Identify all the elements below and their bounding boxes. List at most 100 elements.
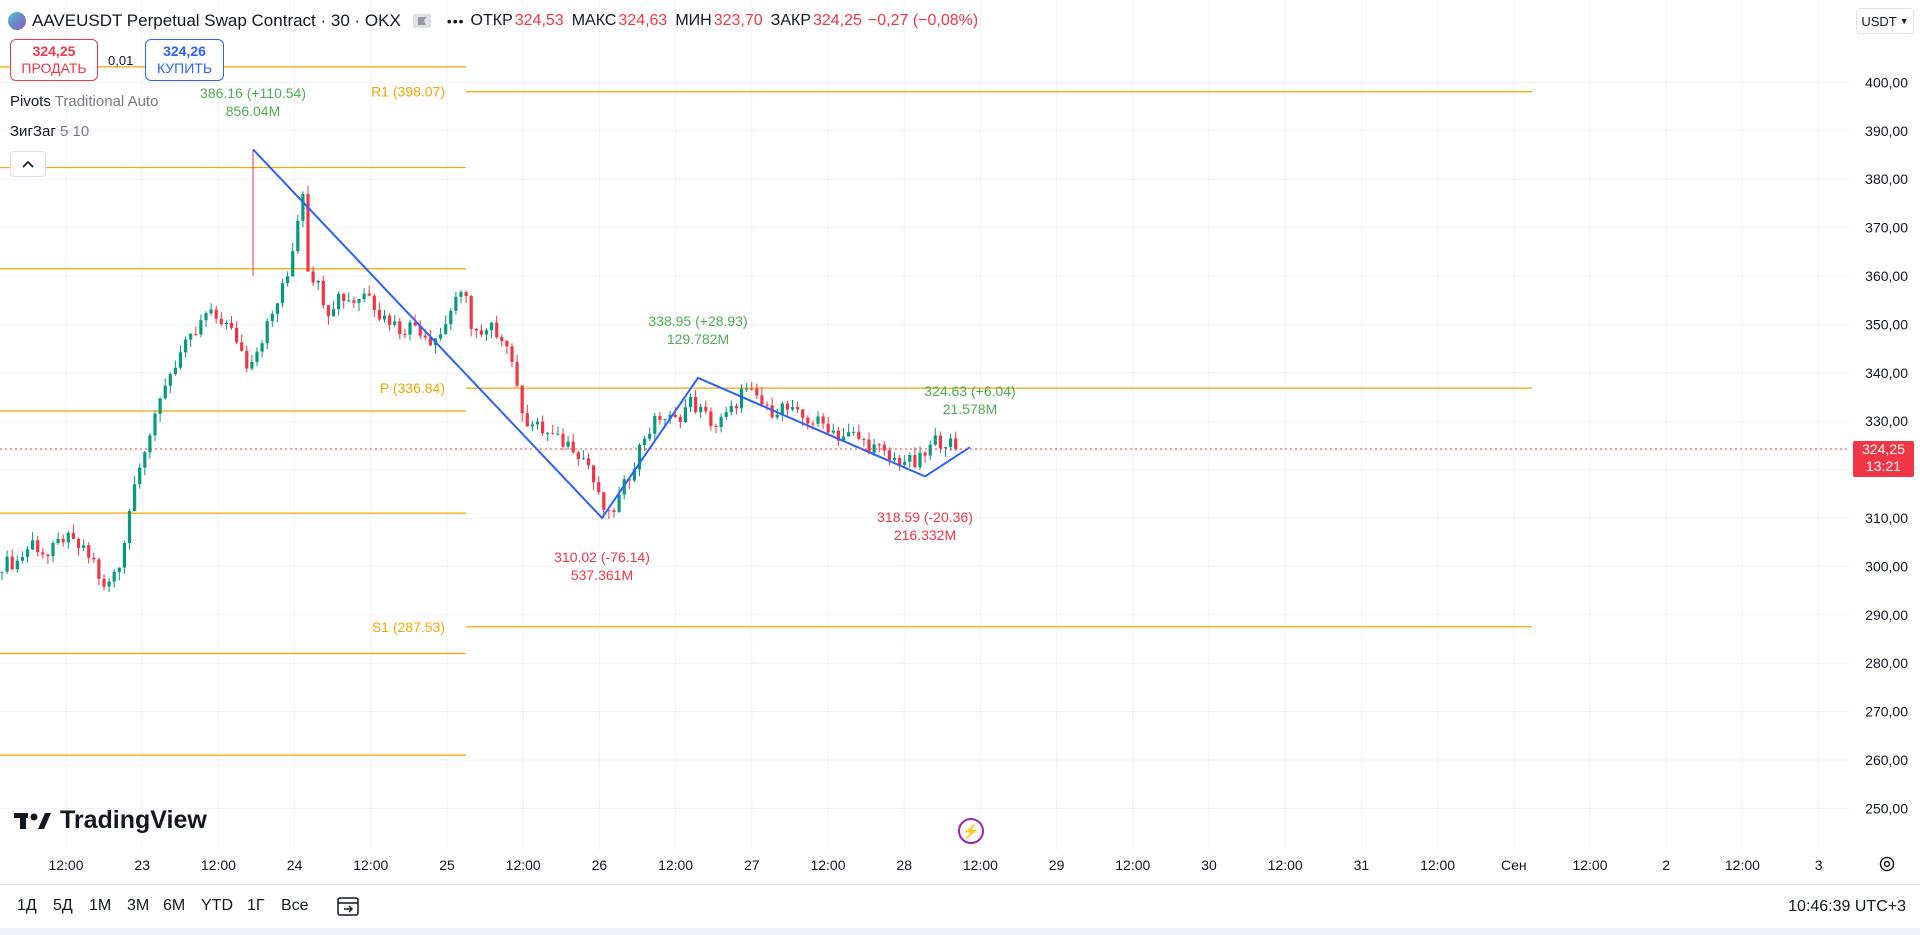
candle-body: [949, 438, 953, 448]
utc-clock[interactable]: 10:46:39 UTC+3: [1788, 898, 1906, 915]
price-chart[interactable]: R1 (398.07)P (336.84)S1 (287.53) 250,002…: [0, 0, 1920, 884]
candle-body: [780, 403, 784, 415]
candle-body: [122, 543, 126, 568]
price-tick-label: 260,00: [1865, 752, 1908, 768]
candle-body: [61, 538, 65, 543]
pivots-indicator-label[interactable]: Pivots Traditional Auto: [10, 93, 158, 110]
more-dots-icon[interactable]: •••: [446, 13, 465, 29]
lightning-icon[interactable]: ⚡: [958, 818, 984, 844]
price-tick-label: 270,00: [1865, 704, 1908, 720]
zigzag-volume-label: 129.782M: [667, 331, 729, 347]
close-value: 324,25: [812, 12, 862, 29]
tradingview-logo-icon: [14, 811, 52, 831]
gear-icon[interactable]: [1878, 855, 1896, 878]
candle-body: [826, 423, 830, 433]
timeframe-all[interactable]: Все: [281, 897, 309, 914]
candle-body: [270, 313, 274, 322]
buy-button[interactable]: 324,26 КУПИТЬ: [145, 39, 224, 81]
time-tick-label: 12:00: [353, 857, 388, 873]
candle-body: [377, 309, 381, 320]
candle-body: [704, 406, 708, 412]
tradingview-logo-text: TradingView: [60, 806, 207, 834]
annotations: 386.16 (+110.54) 856.04M 310.02 (-76.14) 53…: [0, 85, 1850, 583]
currency-label: USDT: [1861, 13, 1897, 29]
candle-body: [393, 321, 397, 325]
candle-body: [82, 545, 86, 548]
candle-body: [229, 322, 234, 328]
candle-body: [372, 295, 376, 310]
candle-body: [133, 484, 137, 511]
candle-body: [719, 416, 723, 427]
candle-body: [556, 433, 560, 435]
candle-body: [51, 542, 55, 557]
zigzag-volume-label: 21.578M: [943, 401, 997, 417]
pivot-label: P (336.84): [380, 380, 445, 396]
candle-body: [760, 395, 764, 405]
candle-body: [530, 424, 534, 427]
open-value: 324,53: [514, 12, 564, 29]
zigzag-indicator-label[interactable]: ЗигЗаг 5 10: [10, 123, 89, 140]
collapse-legend-button[interactable]: [10, 151, 46, 177]
go-to-date-icon[interactable]: [336, 895, 362, 922]
time-tick-label: 12:00: [810, 857, 845, 873]
candle-body: [464, 292, 468, 297]
candle-body: [41, 552, 45, 555]
candle-body: [163, 385, 167, 399]
price-tick-label: 250,00: [1865, 800, 1908, 816]
chevron-up-icon: [22, 155, 34, 173]
candle-body: [806, 417, 810, 424]
time-tick-label: 25: [439, 857, 455, 873]
candle-body: [852, 431, 856, 433]
time-tick-label: Сен: [1501, 857, 1527, 873]
timeframe-5d[interactable]: 5Д: [53, 897, 73, 914]
symbol-title[interactable]: AAVEUSDT Perpetual Swap Contract · 30 · …: [32, 11, 401, 30]
tradingview-logo[interactable]: TradingView: [14, 806, 207, 835]
time-tick-label: 23: [134, 857, 150, 873]
candle-body: [862, 438, 866, 440]
timeframe-1m[interactable]: 1М: [89, 897, 112, 914]
time-tick-label: 29: [1049, 857, 1065, 873]
candle-body: [699, 406, 703, 413]
zigzag-line: [252, 148, 971, 520]
candle-body: [816, 416, 820, 424]
candle-body: [653, 416, 657, 434]
candle-body: [469, 296, 473, 329]
candle-body: [643, 438, 647, 446]
timeframe-1d[interactable]: 1Д: [17, 897, 37, 914]
timeframe-3m[interactable]: 3М: [127, 897, 150, 914]
candle-body: [928, 444, 932, 456]
zigzag-args: 5 10: [59, 123, 90, 140]
timeframe-6m[interactable]: 6М: [163, 897, 186, 914]
candle-body: [520, 385, 524, 414]
candle-body: [158, 398, 162, 414]
price-axis: 250,00 260,00 270,00 280,00 290,00 300,00 310,…: [1865, 74, 1908, 816]
candle-body: [153, 413, 157, 436]
candle-body: [479, 330, 483, 335]
candle-body: [831, 430, 835, 433]
timeframe-ytd[interactable]: YTD: [201, 897, 233, 914]
candle-body: [796, 407, 800, 410]
price-tick-label: 380,00: [1865, 171, 1908, 187]
candle-body: [56, 538, 60, 543]
sell-button[interactable]: 324,25 ПРОДАТЬ: [10, 39, 98, 81]
candle-body: [97, 559, 101, 579]
candle-body: [66, 532, 70, 543]
candle-body: [449, 310, 453, 325]
pivot-lines: R1 (398.07) P (336.84) S1 (287.53): [0, 66, 1532, 756]
low-label: МИН: [675, 12, 712, 29]
candle-body: [250, 361, 254, 369]
zigzag-polyline: [252, 148, 971, 520]
flag-icon[interactable]: [412, 9, 431, 33]
currency-selector[interactable]: USDT ▼: [1856, 8, 1914, 34]
candle-body: [872, 444, 876, 453]
pivot-label: S1 (287.53): [372, 619, 445, 635]
price-tick-label: 330,00: [1865, 413, 1908, 429]
candle-body: [214, 309, 218, 319]
spread-value: 0,01: [108, 53, 134, 68]
candle-body: [398, 321, 402, 335]
price-tick-label: 370,00: [1865, 220, 1908, 236]
candle-body: [36, 540, 40, 553]
time-tick-label: 12:00: [1268, 857, 1303, 873]
candle-body: [311, 271, 315, 283]
timeframe-1y[interactable]: 1Г: [247, 897, 265, 914]
